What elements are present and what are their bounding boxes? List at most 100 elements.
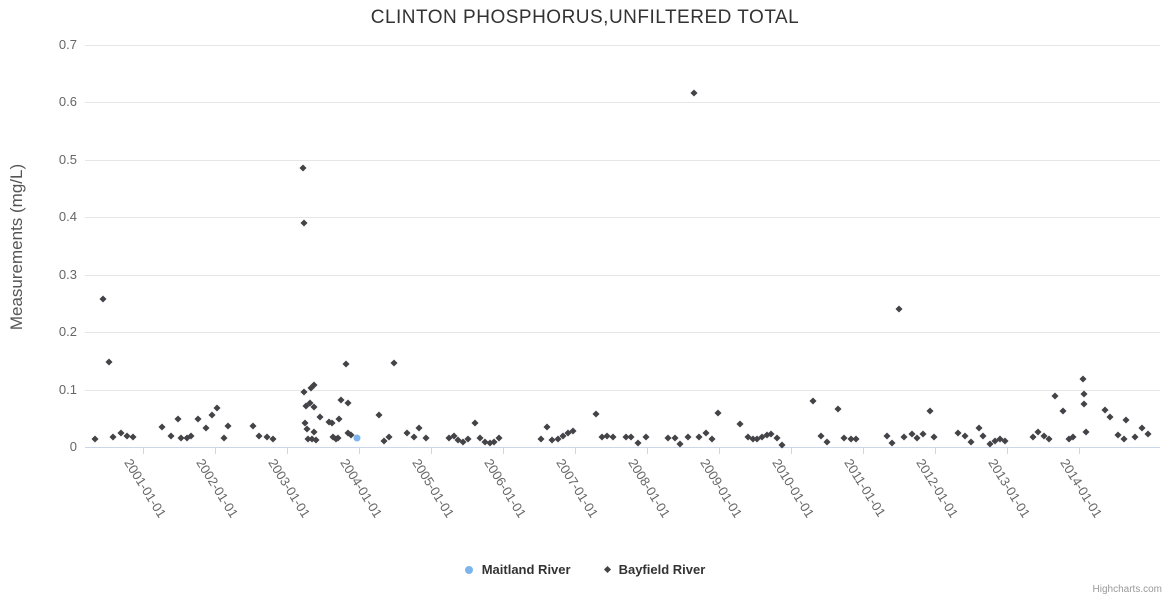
data-point-bayfield-river[interactable] <box>99 295 107 303</box>
data-point-bayfield-river[interactable] <box>213 404 221 412</box>
x-axis-tick <box>1079 448 1080 454</box>
data-point-bayfield-river[interactable] <box>328 419 336 427</box>
data-point-bayfield-river[interactable] <box>342 360 350 368</box>
data-point-bayfield-river[interactable] <box>105 358 113 366</box>
data-point-bayfield-river[interactable] <box>975 424 983 432</box>
data-point-bayfield-river[interactable] <box>316 413 324 421</box>
data-point-bayfield-river[interactable] <box>1131 433 1139 441</box>
x-axis-tick-label: 2007-01-01 <box>553 456 602 521</box>
x-axis-tick <box>503 448 504 454</box>
data-point-bayfield-river[interactable] <box>390 359 398 367</box>
data-point-bayfield-river[interactable] <box>1122 416 1130 424</box>
data-point-bayfield-river[interactable] <box>1106 413 1114 421</box>
data-point-bayfield-river[interactable] <box>129 433 137 441</box>
data-point-bayfield-river[interactable] <box>690 89 698 97</box>
data-point-bayfield-river[interactable] <box>708 435 716 443</box>
data-point-bayfield-river[interactable] <box>817 432 825 440</box>
data-point-bayfield-river[interactable] <box>1101 406 1109 414</box>
data-point-bayfield-river[interactable] <box>300 219 308 227</box>
data-point-bayfield-river[interactable] <box>299 164 307 173</box>
data-point-bayfield-river[interactable] <box>913 434 921 442</box>
data-point-bayfield-river[interactable] <box>852 435 860 443</box>
data-point-bayfield-river[interactable] <box>642 433 650 441</box>
data-point-bayfield-river[interactable] <box>543 423 551 431</box>
data-point-bayfield-river[interactable] <box>900 433 908 441</box>
x-axis-tick <box>431 448 432 454</box>
data-point-bayfield-river[interactable] <box>1059 407 1067 415</box>
x-axis-tick-label: 2010-01-01 <box>769 456 818 521</box>
data-point-bayfield-river[interactable] <box>91 435 99 443</box>
data-point-bayfield-river[interactable] <box>1138 424 1146 432</box>
data-point-bayfield-river[interactable] <box>312 436 320 444</box>
data-point-bayfield-river[interactable] <box>415 424 423 432</box>
x-axis-tick <box>575 448 576 454</box>
data-point-bayfield-river[interactable] <box>167 432 175 440</box>
data-point-bayfield-river[interactable] <box>1080 400 1088 408</box>
data-point-bayfield-river[interactable] <box>1080 390 1088 398</box>
data-point-bayfield-river[interactable] <box>634 439 642 447</box>
data-point-bayfield-river[interactable] <box>1120 435 1128 443</box>
data-point-maitland-river[interactable] <box>353 434 361 442</box>
data-point-bayfield-river[interactable] <box>471 419 479 427</box>
data-point-bayfield-river[interactable] <box>375 411 383 419</box>
x-axis-tick-label: 2014-01-01 <box>1057 456 1106 521</box>
data-point-bayfield-river[interactable] <box>224 422 232 430</box>
data-point-bayfield-river[interactable] <box>895 305 903 313</box>
data-point-bayfield-river[interactable] <box>695 433 703 441</box>
data-point-bayfield-river[interactable] <box>671 434 679 442</box>
data-point-bayfield-river[interactable] <box>592 410 600 418</box>
x-axis-tick-label: 2012-01-01 <box>913 456 962 521</box>
x-axis-tick-label: 2001-01-01 <box>121 456 170 521</box>
y-axis-tick-label: 0.1 <box>58 381 77 397</box>
data-point-bayfield-river[interactable] <box>109 433 117 441</box>
data-point-bayfield-river[interactable] <box>1001 437 1009 445</box>
data-point-bayfield-river[interactable] <box>684 433 692 441</box>
data-point-bayfield-river[interactable] <box>194 415 202 423</box>
data-point-bayfield-river[interactable] <box>335 415 343 423</box>
data-point-bayfield-river[interactable] <box>1079 375 1087 383</box>
data-point-bayfield-river[interactable] <box>1144 430 1152 438</box>
data-point-bayfield-river[interactable] <box>410 433 418 441</box>
data-point-bayfield-river[interactable] <box>888 439 896 447</box>
data-point-bayfield-river[interactable] <box>930 433 938 441</box>
data-point-bayfield-river[interactable] <box>403 429 411 437</box>
data-point-bayfield-river[interactable] <box>1045 435 1053 443</box>
data-point-bayfield-river[interactable] <box>255 432 263 440</box>
data-point-bayfield-river[interactable] <box>809 397 817 405</box>
data-point-bayfield-river[interactable] <box>926 407 934 415</box>
legend-item-bayfield-river[interactable]: Bayfield River <box>603 562 705 577</box>
x-axis-tick <box>719 448 720 454</box>
data-point-bayfield-river[interactable] <box>202 424 210 432</box>
data-point-bayfield-river[interactable] <box>344 399 352 407</box>
data-point-bayfield-river[interactable] <box>249 422 257 430</box>
y-axis-tick-label: 0.4 <box>58 209 77 225</box>
legend-label: Maitland River <box>481 562 571 577</box>
data-point-bayfield-river[interactable] <box>736 420 744 428</box>
data-point-bayfield-river[interactable] <box>537 435 545 443</box>
data-point-bayfield-river[interactable] <box>773 434 781 442</box>
data-point-bayfield-river[interactable] <box>422 434 430 442</box>
data-point-bayfield-river[interactable] <box>714 409 722 417</box>
legend-marker-circle-icon <box>464 565 473 574</box>
data-point-bayfield-river[interactable] <box>310 403 318 411</box>
legend-item-maitland-river[interactable]: Maitland River <box>464 562 571 577</box>
data-point-bayfield-river[interactable] <box>220 434 228 442</box>
data-point-bayfield-river[interactable] <box>1082 428 1090 436</box>
data-point-bayfield-river[interactable] <box>1051 392 1059 400</box>
data-point-bayfield-river[interactable] <box>609 433 617 441</box>
data-point-bayfield-river[interactable] <box>208 411 216 419</box>
data-point-bayfield-river[interactable] <box>269 435 277 443</box>
data-point-bayfield-river[interactable] <box>967 438 975 446</box>
data-point-bayfield-river[interactable] <box>174 415 182 423</box>
data-point-bayfield-river[interactable] <box>834 405 842 413</box>
highcharts-credits-link[interactable]: Highcharts.com <box>1092 584 1162 595</box>
data-point-bayfield-river[interactable] <box>823 438 831 446</box>
x-axis-tick-label: 2003-01-01 <box>265 456 314 521</box>
data-point-bayfield-river[interactable] <box>158 423 166 431</box>
data-point-bayfield-river[interactable] <box>883 432 891 440</box>
data-point-bayfield-river[interactable] <box>1029 433 1037 441</box>
data-point-bayfield-river[interactable] <box>979 432 987 440</box>
data-point-bayfield-river[interactable] <box>961 432 969 440</box>
data-point-bayfield-river[interactable] <box>702 429 710 437</box>
data-point-bayfield-river[interactable] <box>627 433 635 441</box>
